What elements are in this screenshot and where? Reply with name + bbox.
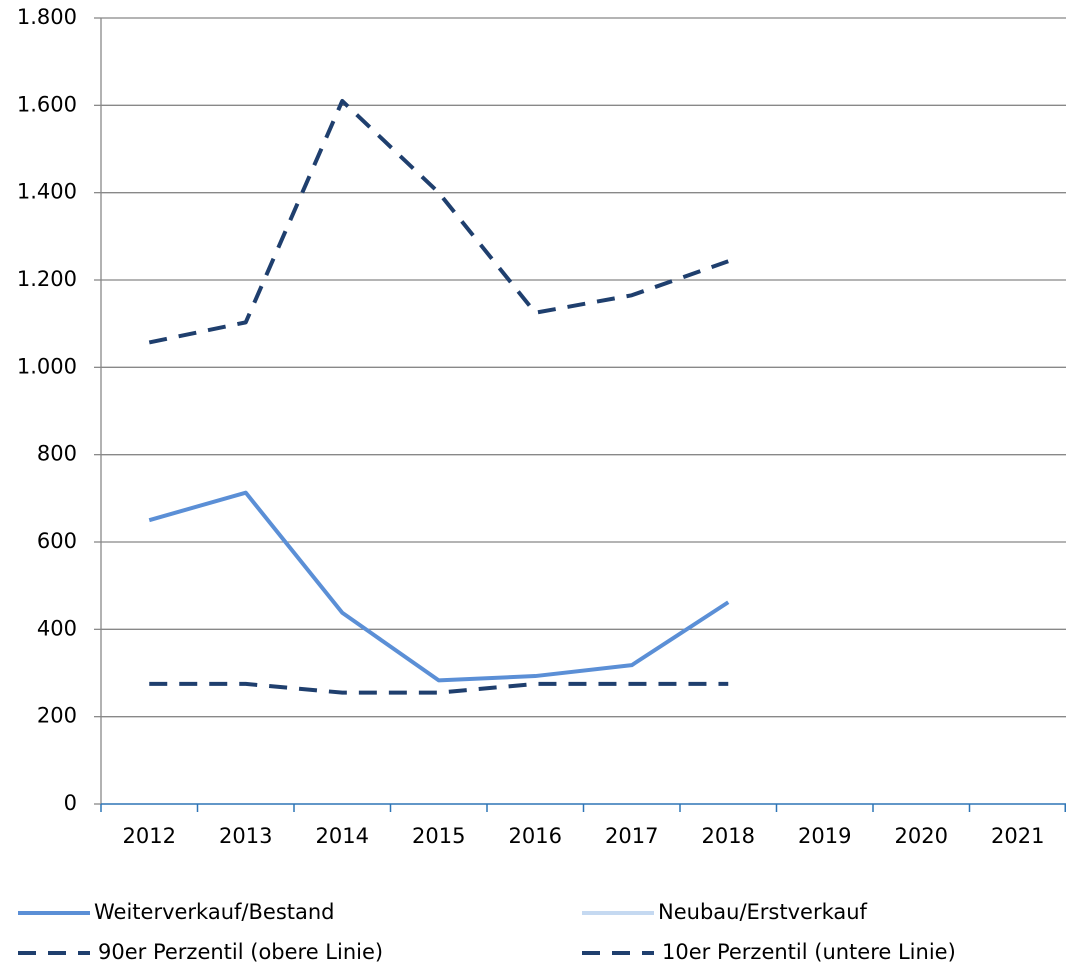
legend-label: Weiterverkauf/Bestand: [94, 900, 335, 924]
legend-label: 90er Perzentil (obere Linie): [98, 940, 383, 964]
x-tick-label: 2016: [509, 824, 562, 848]
y-tick-label: 1.800: [17, 5, 77, 29]
y-tick-label: 1.000: [17, 354, 77, 378]
y-tick-label: 400: [37, 616, 77, 640]
x-tick-label: 2019: [798, 824, 851, 848]
x-tick-label: 2013: [219, 824, 272, 848]
legend-label: Neubau/Erstverkauf: [658, 900, 868, 924]
series-line: [148, 490, 730, 683]
y-tick-label: 600: [37, 529, 77, 553]
series-line: [148, 98, 729, 345]
y-tick-label: 1.600: [17, 92, 77, 116]
y-tick-label: 800: [37, 442, 77, 466]
x-tick-label: 2012: [123, 824, 176, 848]
x-tick-label: 2017: [605, 824, 658, 848]
x-tick-label: 2018: [702, 824, 755, 848]
y-tick-label: 200: [37, 704, 77, 728]
x-tick-label: 2021: [991, 824, 1044, 848]
x-tick-label: 2014: [316, 824, 369, 848]
y-tick-label: 0: [64, 791, 77, 815]
legend-label: 10er Perzentil (untere Linie): [662, 940, 956, 964]
series-line: [149, 681, 729, 695]
x-tick-label: 2015: [412, 824, 465, 848]
y-tick-label: 1.400: [17, 180, 77, 204]
y-tick-label: 1.200: [17, 267, 77, 291]
x-tick-label: 2020: [895, 824, 948, 848]
